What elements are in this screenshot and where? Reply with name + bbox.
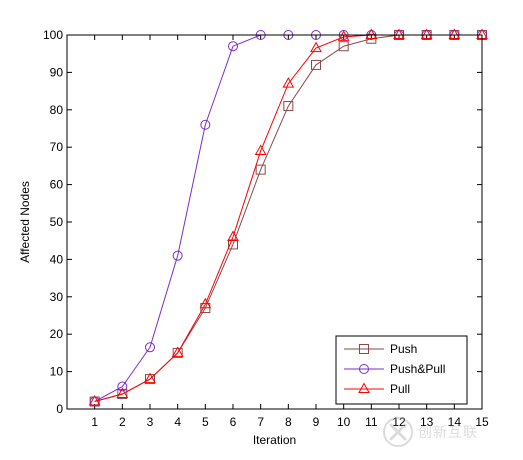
legend-entry: Push (344, 342, 417, 356)
x-tick-label: 15 (475, 415, 489, 429)
x-tick-label: 3 (147, 415, 154, 429)
legend-marker (358, 382, 370, 393)
x-tick-label: 11 (365, 415, 378, 429)
data-point (200, 119, 211, 130)
y-axis-title: Affected Nodes (18, 181, 32, 263)
y-tick-label: 0 (56, 402, 63, 416)
data-point (365, 28, 378, 39)
data-point (171, 346, 184, 357)
data-point (88, 394, 101, 406)
legend-box (335, 335, 468, 405)
y-tick-label: 70 (50, 140, 64, 154)
y-tick-label: 80 (50, 103, 64, 117)
x-tick-label: 4 (174, 415, 181, 429)
x-tick-label: 14 (448, 415, 462, 429)
legend-marker (359, 364, 369, 374)
data-point (144, 372, 156, 384)
data-point (448, 28, 461, 39)
data-point (337, 30, 350, 41)
x-logo-icon (383, 417, 413, 447)
data-point (228, 239, 238, 250)
x-tick-label: 12 (392, 415, 406, 429)
data-point (255, 164, 266, 175)
y-tick-label: 90 (50, 65, 64, 79)
plot-frame (66, 34, 483, 410)
data-point (172, 250, 183, 261)
data-point (117, 381, 128, 392)
watermark-text: 创新互联 (418, 425, 478, 441)
watermark: 创新互联 (382, 413, 518, 451)
data-point (311, 59, 321, 70)
legend-entry: Push&Pull (344, 362, 445, 376)
y-tick-label: 20 (50, 327, 64, 341)
legend-label: Push (390, 342, 417, 356)
data-point (310, 41, 322, 53)
data-point (228, 41, 238, 52)
y-tick-label: 100 (43, 28, 63, 42)
data-point (145, 342, 155, 353)
x-tick-label: 6 (230, 415, 237, 429)
data-point (116, 387, 129, 399)
legend-label: Pull (390, 382, 410, 396)
data-point (227, 230, 239, 241)
legend-entry: Pull (344, 382, 410, 396)
x-axis-title: Iteration (253, 433, 296, 447)
y-tick-label: 50 (50, 215, 64, 229)
y-tick-label: 60 (50, 178, 64, 192)
legend-marker (359, 344, 369, 354)
x-tick-label: 2 (119, 415, 126, 429)
legend-label: Push&Pull (390, 362, 445, 376)
data-point (199, 297, 212, 309)
data-point (254, 144, 267, 155)
y-tick-label: 40 (50, 252, 64, 266)
x-tick-label: 13 (420, 415, 434, 429)
y-tick-label: 30 (50, 290, 64, 304)
x-tick-label: 5 (202, 415, 209, 429)
x-tick-label: 10 (337, 415, 351, 429)
y-tick-label: 10 (50, 365, 64, 379)
x-tick-label: 1 (91, 415, 98, 429)
data-point (282, 77, 295, 88)
x-tick-label: 9 (313, 415, 320, 429)
data-point (283, 101, 294, 112)
data-point (393, 28, 405, 39)
data-point (420, 28, 433, 39)
x-tick-label: 7 (257, 415, 264, 429)
x-tick-label: 8 (285, 415, 292, 429)
legend: Push Push&Pull Pull (335, 335, 468, 405)
data-point (338, 41, 349, 52)
